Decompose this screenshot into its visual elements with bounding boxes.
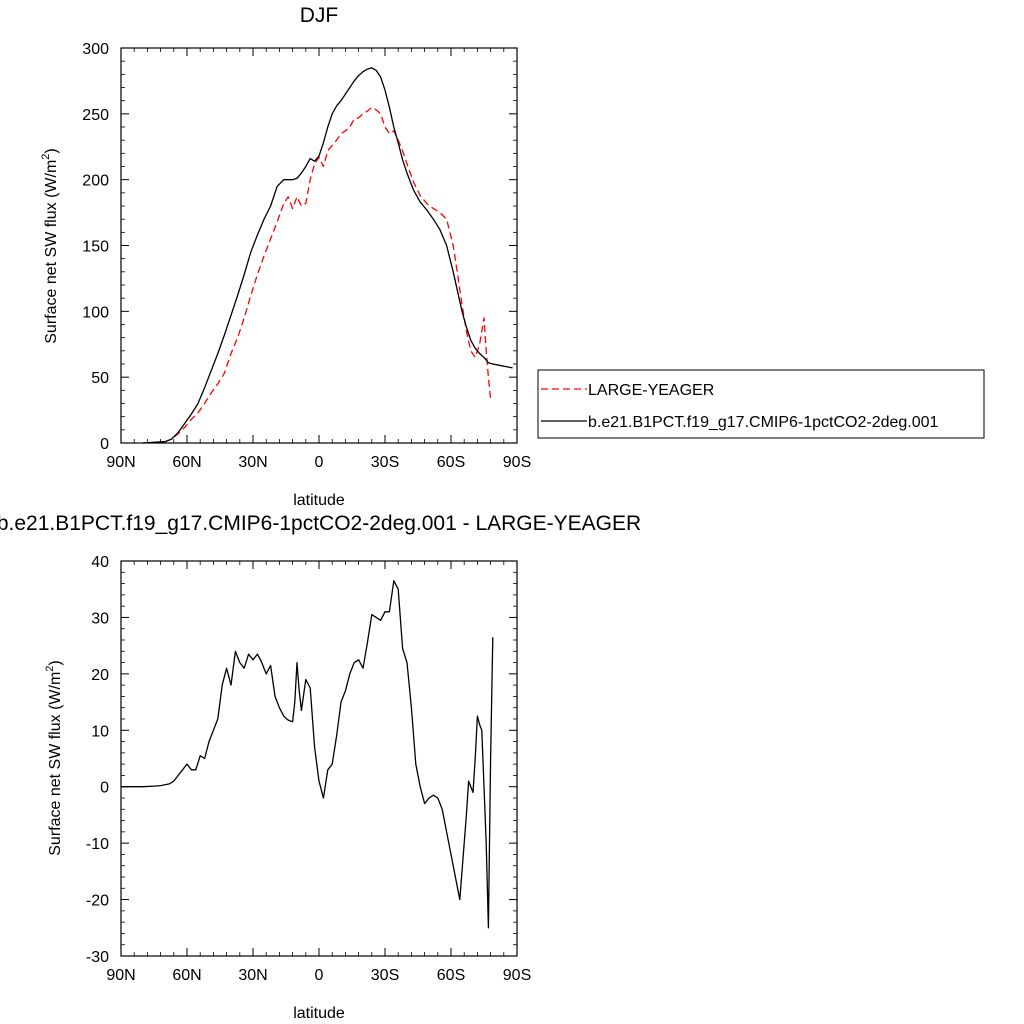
bottom-y-axis-label: Surface net SW flux (W/m2) <box>44 660 64 856</box>
bottom-xtick-label: 30N <box>238 967 267 984</box>
bottom-series-difference <box>121 580 494 929</box>
bottom-panel: b.e21.B1PCT.f19_g17.CMIP6-1pctCO2-2deg.0… <box>0 512 641 1022</box>
top-plot-frame <box>120 47 518 444</box>
bottom-ytick-label: 0 <box>100 780 109 797</box>
bottom-y-axis-label-text: Surface net SW flux (W/m <box>47 672 64 856</box>
top-x-axis-label: latitude <box>293 492 345 509</box>
top-ytick-label: 250 <box>82 107 109 124</box>
bottom-ytick-label: -10 <box>86 836 109 853</box>
bottom-xtick-label: 90S <box>503 967 531 984</box>
bottom-xtick-label: 0 <box>315 967 324 984</box>
top-ytick-label: 0 <box>100 436 109 453</box>
bottom-x-ticks: 90N 60N 30N 0 30S 60S 90S <box>106 561 531 984</box>
bottom-y-axis-label-close: ) <box>47 660 64 665</box>
legend: LARGE-YEAGER b.e21.B1PCT.f19_g17.CMIP6-1… <box>537 369 985 439</box>
top-series-group <box>142 67 513 444</box>
top-chart-title: DJF <box>300 4 339 27</box>
bottom-x-axis-label: latitude <box>293 1005 345 1022</box>
legend-label-b-e21: b.e21.B1PCT.f19_g17.CMIP6-1pctCO2-2deg.0… <box>588 414 939 431</box>
bottom-xtick-label: 90N <box>106 967 135 984</box>
bottom-ytick-label: 30 <box>91 610 109 627</box>
bottom-xtick-label: 60N <box>172 967 201 984</box>
bottom-ytick-label: -20 <box>86 893 109 910</box>
top-series-large-yeager <box>142 106 492 444</box>
top-ytick-label: 200 <box>82 173 109 190</box>
bottom-y-axis-label-sup: 2 <box>44 666 56 672</box>
top-y-ticks: 0 50 100 150 200 250 300 <box>82 41 517 453</box>
bottom-ytick-label: 10 <box>91 723 109 740</box>
top-xtick-label: 0 <box>315 454 324 471</box>
bottom-y-ticks: -30 -20 -10 0 10 20 30 40 <box>86 554 517 966</box>
top-ytick-label: 100 <box>82 304 109 321</box>
bottom-ytick-label: 40 <box>91 554 109 571</box>
top-ytick-label: 150 <box>82 239 109 256</box>
top-xtick-label: 30S <box>371 454 399 471</box>
top-y-axis-label-close: ) <box>43 148 60 153</box>
top-y-axis-label-text: Surface net SW flux (W/m <box>43 160 60 344</box>
bottom-chart-title: b.e21.B1PCT.f19_g17.CMIP6-1pctCO2-2deg.0… <box>0 512 641 535</box>
top-series-b-e21-b1pct-f19-g17-cmip6-1pctco2-2deg-001 <box>142 67 513 444</box>
top-xtick-label: 30N <box>238 454 267 471</box>
top-y-axis-label: Surface net SW flux (W/m2) <box>40 148 60 344</box>
top-x-ticks: 90N 60N 30N 0 30S 60S 90S <box>106 48 531 471</box>
top-ytick-label: 300 <box>82 41 109 58</box>
top-xtick-label: 60N <box>172 454 201 471</box>
top-ytick-label: 50 <box>91 370 109 387</box>
top-xtick-label: 90S <box>503 454 531 471</box>
legend-label-large-yeager: LARGE-YEAGER <box>588 382 714 399</box>
bottom-plot-frame <box>120 560 518 957</box>
bottom-ytick-label: 20 <box>91 667 109 684</box>
bottom-series-group <box>121 580 494 929</box>
bottom-ytick-label: -30 <box>86 949 109 966</box>
top-y-axis-label-sup: 2 <box>40 154 52 160</box>
bottom-xtick-label: 30S <box>371 967 399 984</box>
bottom-xtick-label: 60S <box>437 967 465 984</box>
legend-box <box>537 369 985 439</box>
top-xtick-label: 90N <box>106 454 135 471</box>
top-xtick-label: 60S <box>437 454 465 471</box>
